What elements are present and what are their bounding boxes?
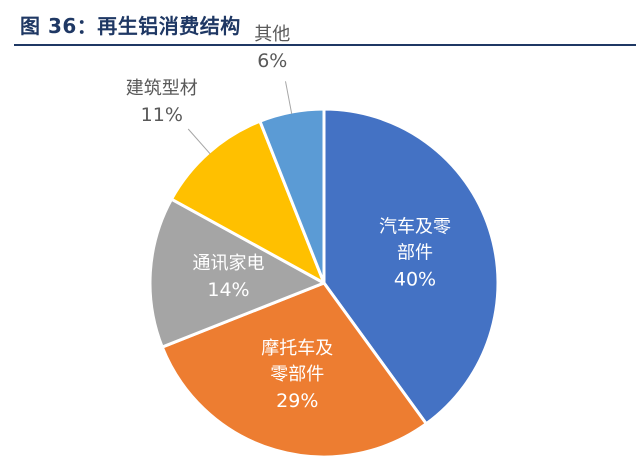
- slice-4-leader-line: [187, 128, 211, 155]
- slice-2-name-line: 零部件: [270, 364, 324, 385]
- slice-1-name-line: 汽车及零: [379, 216, 451, 237]
- slice-1-label: 汽车及零部件 40%: [379, 216, 451, 290]
- slice-3-name-line: 通讯家电: [193, 253, 265, 274]
- slice-5-percent: 6%: [257, 50, 287, 72]
- slice-2-name-line: 摩托车及: [261, 338, 333, 359]
- slice-1-wedge: [322, 107, 500, 426]
- slice-5-name-line: 其他: [254, 24, 290, 45]
- title-rule: [14, 44, 636, 46]
- slice-5-leader-line: [285, 81, 293, 114]
- figure-title: 图 36：再生铝消费结构: [20, 14, 241, 38]
- slice-3-percent: 14%: [207, 279, 249, 301]
- slice-1-name-line: 部件: [397, 242, 433, 263]
- slice-2-label: 摩托车及零部件 29%: [261, 338, 333, 412]
- slice-3-wedge: [148, 197, 326, 349]
- slice-3-label: 通讯家电 14%: [193, 253, 265, 301]
- slice-4-label: 建筑型材 11%: [126, 78, 198, 126]
- slice-4-name-line: 建筑型材: [126, 78, 198, 99]
- slice-4-percent: 11%: [141, 104, 183, 126]
- slice-1-percent: 40%: [394, 268, 436, 290]
- slice-2-wedge: [160, 281, 428, 459]
- slice-2-percent: 29%: [276, 389, 318, 411]
- slice-5-label: 其他 6%: [254, 24, 290, 72]
